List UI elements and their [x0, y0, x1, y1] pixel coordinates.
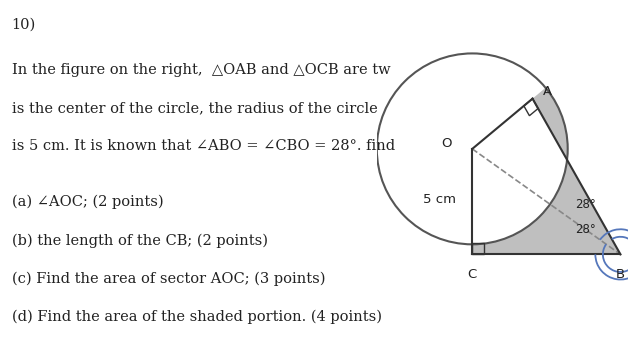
Text: (b) the length of the CB; (2 points): (b) the length of the CB; (2 points): [12, 233, 268, 247]
Text: 10): 10): [12, 17, 36, 31]
Text: (c) Find the area of sector AOC; (3 points): (c) Find the area of sector AOC; (3 poin…: [12, 271, 325, 286]
Text: A: A: [543, 85, 552, 97]
Text: (a) ∠AOC; (2 points): (a) ∠AOC; (2 points): [12, 195, 163, 209]
Text: In the figure on the right,  △OAB and △OCB are tw: In the figure on the right, △OAB and △OC…: [12, 63, 391, 77]
Text: C: C: [468, 268, 477, 281]
Text: B: B: [616, 268, 625, 281]
Text: O: O: [441, 137, 452, 150]
Text: is 5 cm. It is known that ∠ABO = ∠CBO = 28°. find: is 5 cm. It is known that ∠ABO = ∠CBO = …: [12, 139, 395, 153]
Text: 28°: 28°: [575, 223, 596, 236]
Text: (d) Find the area of the shaded portion. (4 points): (d) Find the area of the shaded portion.…: [12, 310, 382, 324]
Text: 5 cm: 5 cm: [423, 193, 456, 206]
Polygon shape: [472, 88, 620, 254]
Text: 28°: 28°: [575, 198, 596, 211]
Text: is the center of the circle, the radius of the circle: is the center of the circle, the radius …: [12, 101, 377, 115]
